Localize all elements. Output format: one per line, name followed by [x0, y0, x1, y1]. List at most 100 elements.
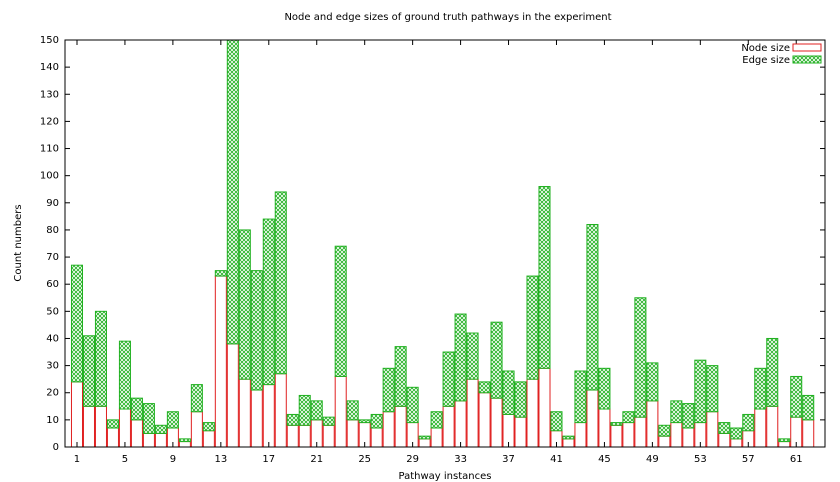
legend-swatch — [792, 55, 822, 64]
bar-segment — [202, 430, 215, 448]
bar-segment — [214, 275, 227, 448]
bar-segment — [706, 365, 719, 413]
y-tick-label: 10 — [46, 415, 59, 426]
x-tick-label: 45 — [598, 454, 611, 465]
bar-segment — [106, 419, 119, 429]
bar-segment — [430, 411, 443, 429]
bar-segment — [466, 378, 479, 448]
bar-segment — [238, 229, 251, 380]
bar-segment — [466, 332, 479, 380]
bar-segment — [514, 381, 527, 418]
bar-segment — [430, 427, 443, 448]
x-tick-label: 9 — [170, 454, 176, 465]
bar-segment — [478, 381, 491, 394]
bar-segment — [106, 427, 119, 448]
bar-segment — [286, 413, 299, 426]
bar-segment — [226, 343, 239, 448]
bar-segment — [634, 297, 647, 418]
y-tick-label: 60 — [46, 279, 59, 290]
bar-segment — [586, 224, 599, 391]
bar-segment — [730, 438, 743, 448]
bar-segment — [118, 408, 131, 448]
bar-segment — [490, 321, 503, 399]
bar-segment — [166, 411, 179, 429]
bar-segment — [562, 438, 575, 448]
bar-segment — [202, 422, 215, 432]
y-tick-label: 0 — [53, 442, 59, 453]
bar-segment — [130, 419, 143, 448]
bar-segment — [670, 422, 683, 448]
bar-segment — [94, 405, 107, 448]
x-tick-label: 25 — [358, 454, 371, 465]
legend-label: Edge size — [742, 55, 790, 66]
bar-segment — [550, 411, 563, 432]
bar-segment — [370, 427, 383, 448]
bar-segment — [586, 389, 599, 448]
y-tick-label: 110 — [40, 144, 59, 155]
bar-segment — [370, 413, 383, 429]
bar-segment — [718, 422, 731, 434]
bar-segment — [718, 432, 731, 448]
plot-frame — [64, 39, 826, 448]
bar-segment — [658, 424, 671, 437]
y-tick-label: 130 — [40, 89, 59, 100]
bar-segment — [190, 411, 203, 448]
bar-segment — [418, 435, 431, 440]
bar-segment — [142, 432, 155, 448]
y-tick-label: 80 — [46, 225, 59, 236]
bar-segment — [802, 419, 815, 448]
bar-segment — [274, 373, 287, 448]
bar-segment — [226, 39, 239, 345]
bar-segment — [70, 264, 84, 383]
bar-segment — [454, 313, 467, 402]
bar-segment — [514, 416, 527, 448]
bar-segment — [238, 378, 251, 448]
bar-segment — [178, 441, 191, 448]
bar-segment — [670, 400, 683, 424]
bar-segment — [574, 422, 587, 448]
bar-segment — [622, 411, 635, 424]
bar-segment — [598, 367, 611, 410]
y-tick-label: 120 — [40, 116, 59, 127]
bar-segment — [118, 340, 131, 410]
bar-segment — [634, 416, 647, 448]
bar-segment — [298, 394, 311, 426]
x-tick-label: 57 — [742, 454, 755, 465]
x-tick-label: 61 — [790, 454, 803, 465]
bar-segment — [766, 405, 779, 448]
bar-segment — [250, 270, 263, 391]
bar-segment — [778, 438, 791, 443]
x-tick-label: 33 — [454, 454, 467, 465]
x-tick-label: 41 — [550, 454, 563, 465]
bar-segment — [406, 386, 419, 424]
bar-segment — [382, 367, 395, 413]
y-tick-label: 140 — [40, 62, 59, 73]
bar-segment — [274, 191, 287, 375]
bar-segment — [754, 367, 767, 410]
bar-segment — [766, 337, 779, 407]
bar-segment — [322, 424, 335, 448]
bar-segment — [682, 403, 695, 429]
bar-segment — [754, 408, 767, 448]
bar-segment — [694, 359, 707, 424]
bar-segment — [526, 275, 539, 380]
bar-segment — [646, 400, 659, 448]
y-tick-label: 30 — [46, 361, 59, 372]
bar-segment — [358, 419, 371, 424]
bar-segment — [130, 397, 143, 421]
bar-segment — [790, 375, 803, 418]
bar-segment — [262, 218, 275, 386]
bar-segment — [82, 335, 95, 407]
bar-segment — [802, 394, 815, 421]
x-tick-label: 17 — [262, 454, 275, 465]
y-tick-label: 150 — [40, 35, 59, 46]
bar-segment — [538, 186, 551, 369]
bar-segment — [646, 362, 659, 402]
y-tick-label: 90 — [46, 198, 59, 209]
bar-segment — [394, 346, 407, 407]
y-axis-label: Count numbers — [13, 204, 24, 281]
legend-swatch — [792, 43, 822, 52]
bar-segment — [490, 397, 503, 448]
bar-segment — [730, 427, 743, 440]
